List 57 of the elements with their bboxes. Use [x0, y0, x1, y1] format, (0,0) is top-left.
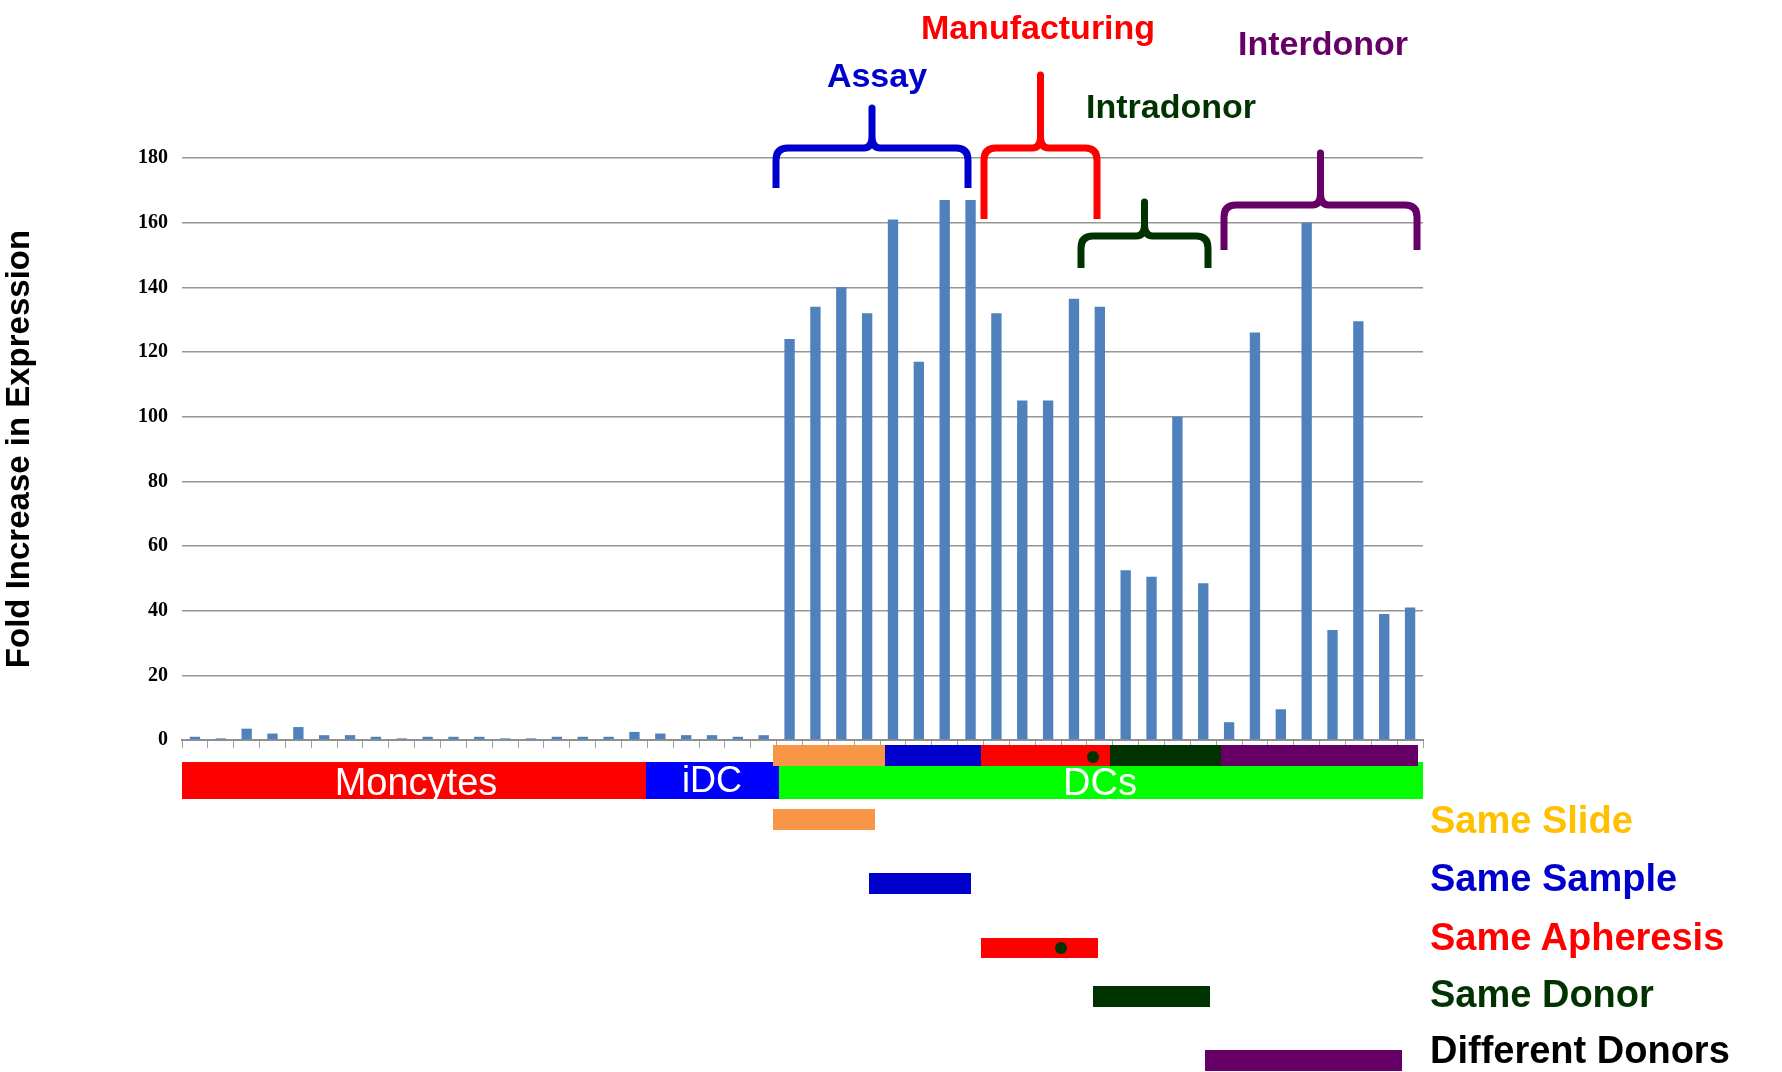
y-axis-title: Fold Increase in Expression	[0, 229, 36, 669]
bar	[939, 200, 950, 740]
bar	[1120, 570, 1131, 740]
bar	[758, 735, 769, 740]
bar	[680, 735, 692, 740]
bar	[267, 733, 278, 740]
bar	[836, 287, 847, 740]
bar	[1301, 222, 1312, 740]
bar	[1068, 298, 1080, 740]
text: Same Sample	[1430, 857, 1678, 899]
bar	[913, 361, 925, 740]
bar	[319, 735, 330, 740]
y-tick-label: 20	[148, 662, 168, 685]
bar	[1327, 630, 1338, 740]
text: Same Slide	[1430, 799, 1633, 841]
y-tick-label: 40	[148, 597, 168, 620]
text: Interdonor	[1238, 24, 1408, 62]
bar	[861, 313, 873, 740]
y-tick-label: 80	[148, 468, 168, 491]
bar	[1042, 400, 1054, 740]
bar	[629, 731, 640, 740]
text: Assay	[826, 56, 928, 94]
text: Different Donors	[1430, 1029, 1730, 1071]
bar	[1275, 709, 1286, 740]
text: iDC	[682, 759, 742, 800]
bar	[1198, 583, 1209, 740]
bar	[965, 200, 976, 740]
text: Same Donor	[1430, 973, 1654, 1015]
bar	[1379, 613, 1390, 740]
bar	[241, 728, 252, 740]
bar	[1094, 306, 1105, 740]
bar	[1223, 722, 1235, 740]
bar	[706, 735, 718, 740]
y-tick-label: 160	[138, 209, 168, 232]
bar	[1404, 607, 1416, 740]
bar	[293, 727, 304, 740]
bar	[1249, 332, 1261, 740]
text: Intradonor	[1086, 87, 1256, 125]
y-tick-label: 120	[138, 339, 168, 362]
y-tick-label: 180	[138, 145, 168, 168]
bar	[887, 219, 899, 740]
bar	[991, 313, 1002, 740]
bar	[1146, 576, 1157, 740]
y-tick-label: 100	[138, 403, 168, 426]
text: Manufacturing	[920, 8, 1156, 46]
bar	[344, 735, 356, 740]
y-tick-label: 0	[158, 727, 168, 750]
bar	[810, 306, 821, 740]
text: Same Apheresis	[1430, 916, 1725, 958]
text: DCs	[1063, 761, 1137, 803]
y-tick-label: 60	[148, 533, 168, 556]
bar	[1353, 321, 1364, 740]
bar	[1017, 400, 1028, 740]
bar	[784, 339, 795, 740]
text: Moncytes	[334, 761, 498, 803]
bar	[1172, 416, 1183, 740]
y-tick-label: 140	[138, 274, 168, 297]
